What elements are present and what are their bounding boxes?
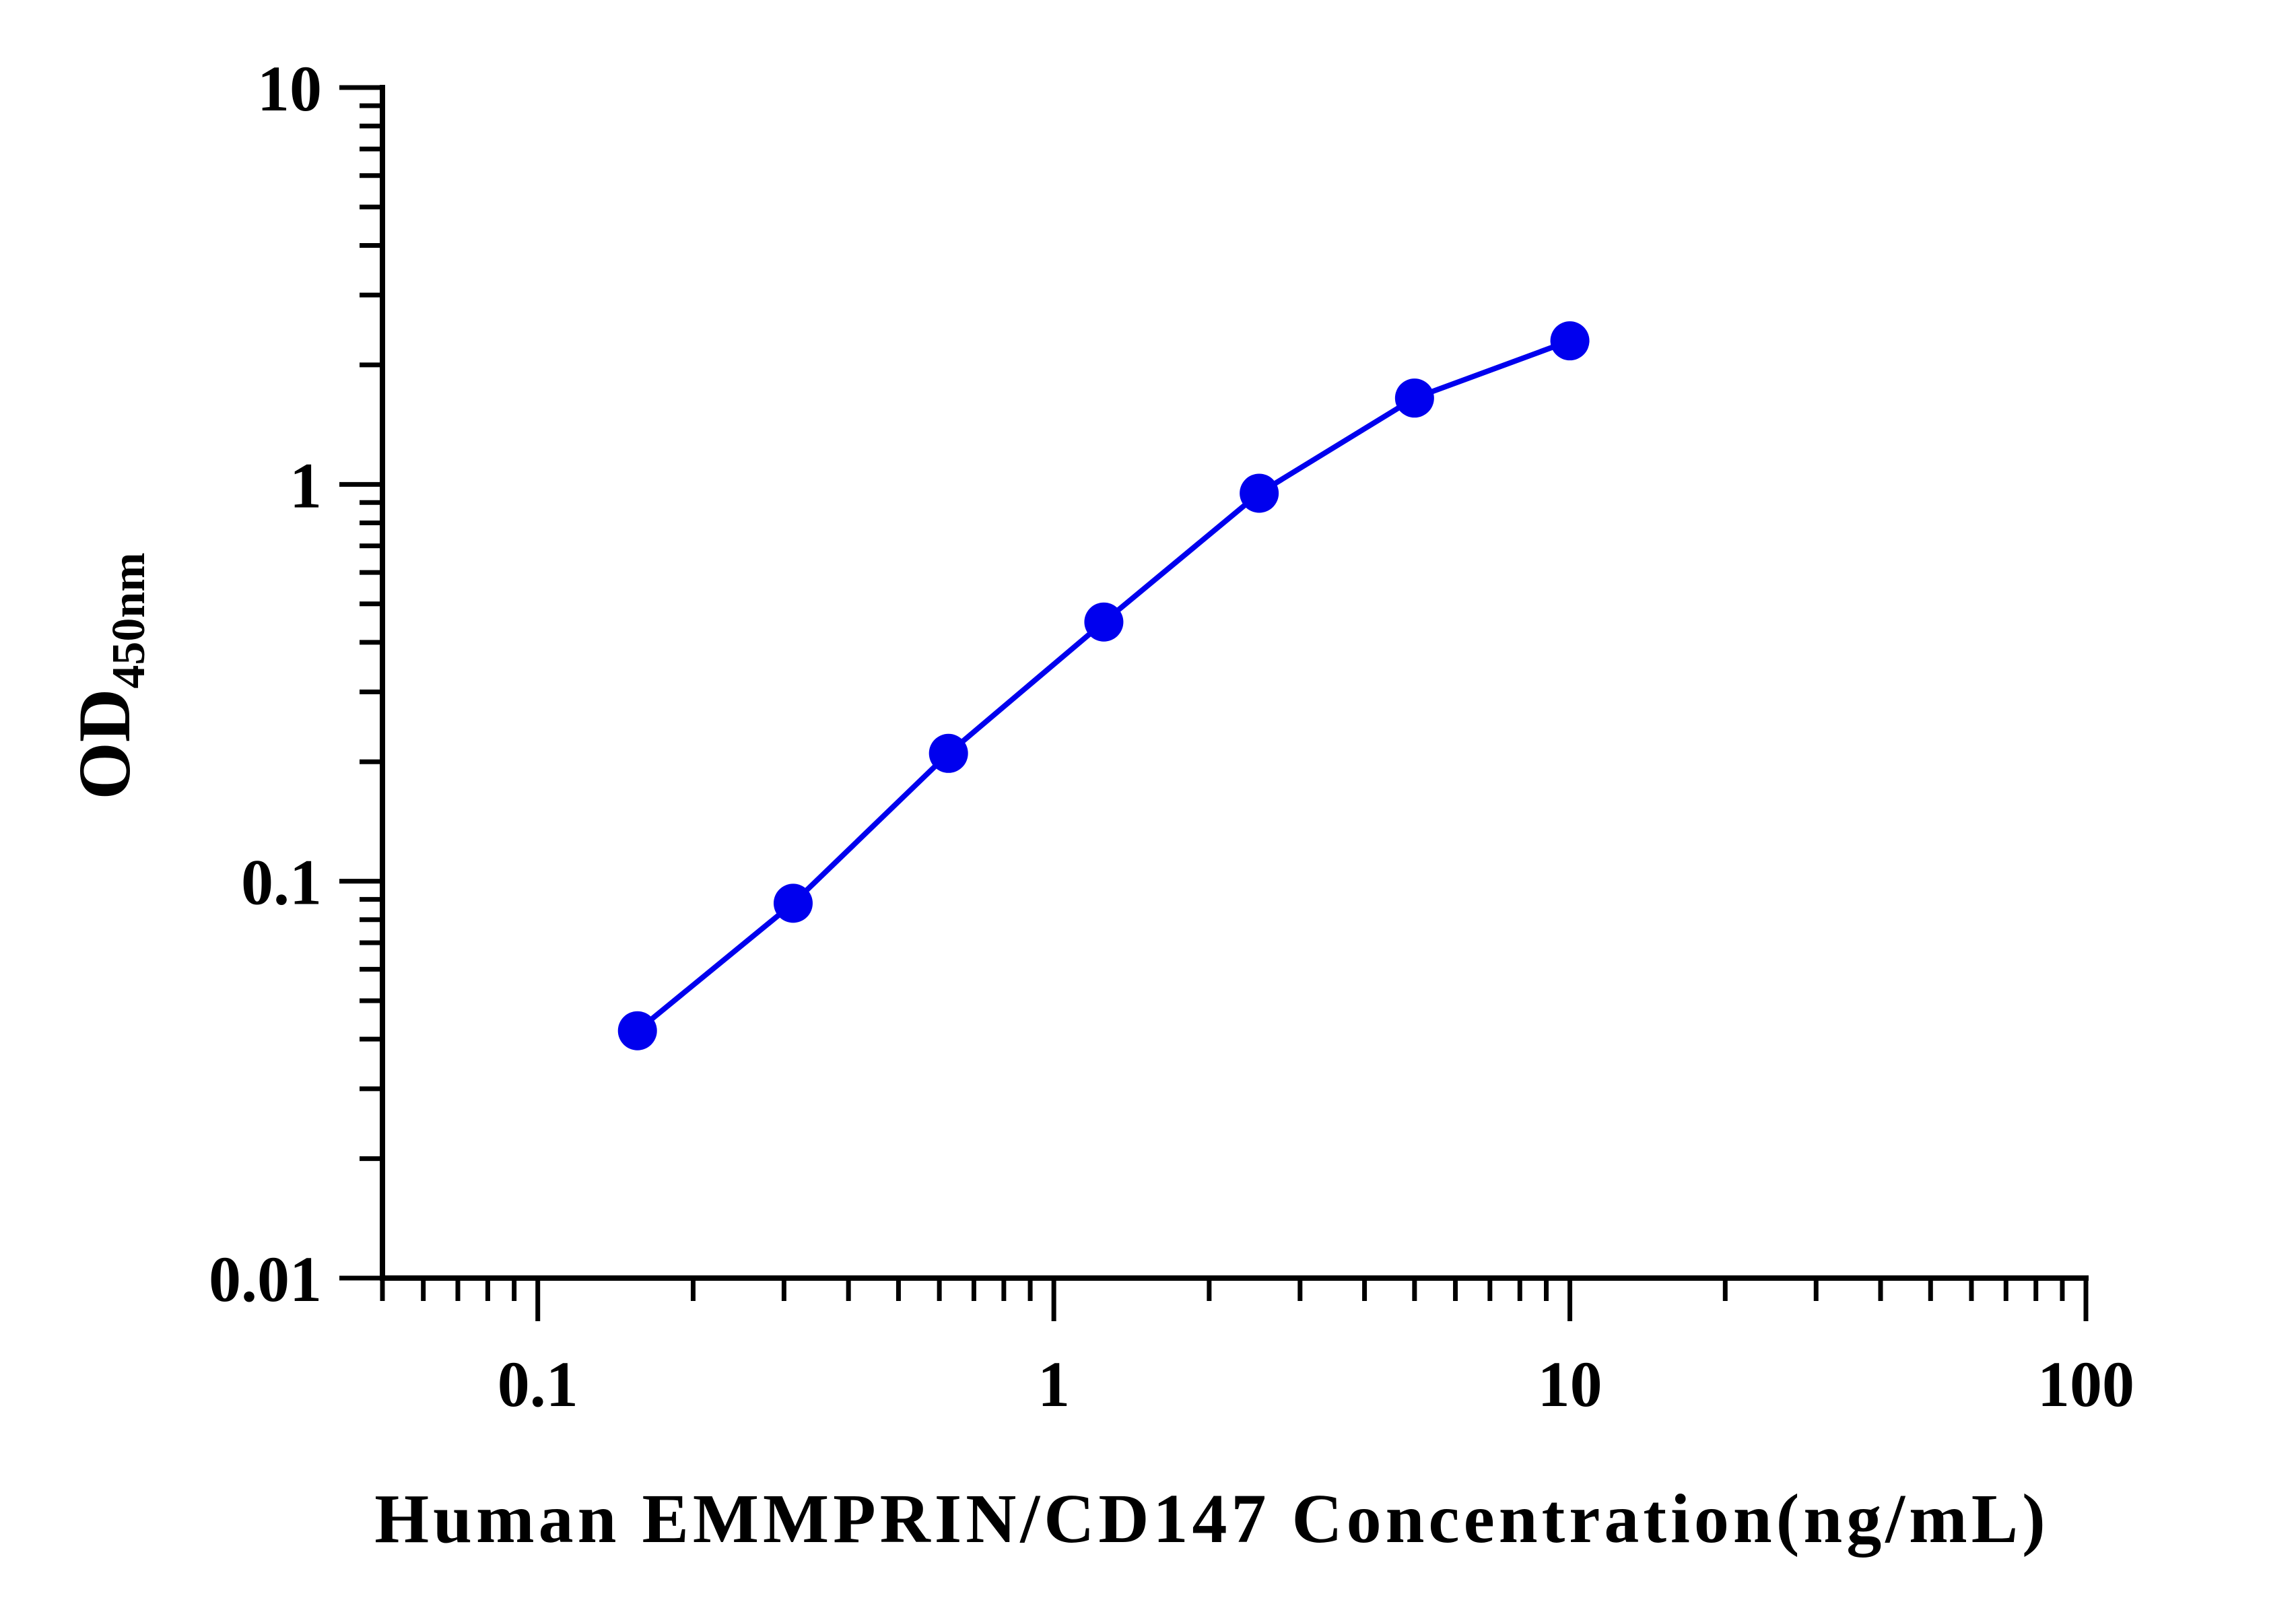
y-axis-title-main: OD	[63, 689, 145, 800]
data-point	[1084, 602, 1124, 642]
y-axis-tick-labels: 0.01 0.1 1 10	[209, 53, 322, 1315]
x-axis-title: Human EMMPRIN/CD147 Concentration(ng/mL)	[374, 1480, 2049, 1558]
data-point	[1240, 473, 1279, 513]
x-tick-label: 1	[1038, 1348, 1070, 1420]
x-tick-label: 100	[2037, 1348, 2134, 1420]
data-point	[617, 1011, 657, 1050]
y-tick-label: 0.1	[241, 846, 322, 918]
data-point	[1550, 321, 1590, 361]
data-point	[1394, 378, 1434, 418]
y-axis-title: OD450nm	[63, 552, 155, 799]
y-tick-label: 1	[290, 449, 322, 521]
series-layer	[617, 321, 1590, 1050]
x-tick-label: 0.1	[498, 1348, 578, 1420]
data-point	[773, 883, 813, 923]
x-axis-tick-labels: 0.1 1 10 100	[498, 1348, 2134, 1420]
series-line	[636, 338, 1571, 1033]
x-tick-label: 10	[1538, 1348, 1602, 1420]
y-axis-title-subscript: 450nm	[103, 552, 155, 688]
data-point	[928, 733, 968, 773]
y-axis-ticks	[339, 85, 382, 1281]
y-tick-label: 10	[257, 53, 322, 125]
x-axis-ticks	[380, 1278, 2089, 1321]
y-tick-label: 0.01	[209, 1243, 322, 1315]
